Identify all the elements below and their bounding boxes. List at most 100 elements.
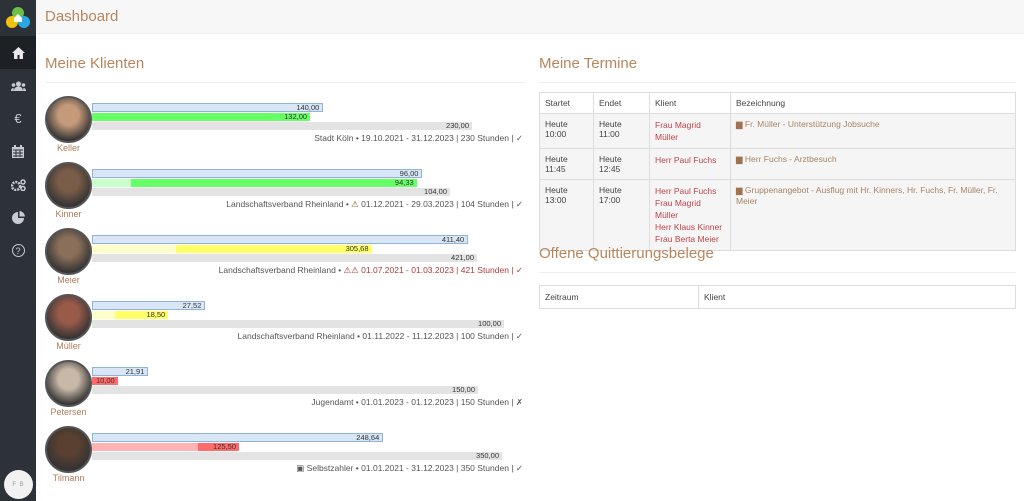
bar-total: 100,00 — [92, 320, 504, 328]
nav-reports[interactable] — [0, 201, 36, 234]
client-avatar[interactable] — [45, 294, 92, 341]
end-time: Heute 17:00 — [593, 179, 650, 251]
nav-help[interactable]: ? — [0, 234, 36, 267]
client-item[interactable]: Kinner 96,00 94,33 104,00 Landschaftsver… — [45, 162, 525, 228]
col-desc: Bezeichnung — [730, 92, 1016, 114]
client-item[interactable]: Keller 140,00 132,00 230,00 Stadt Köln •… — [45, 96, 525, 162]
bar-planned: 140,00 — [92, 103, 324, 112]
client-avatar[interactable] — [45, 426, 92, 473]
calendar-icon: ▆ — [736, 154, 745, 164]
nav-calendar[interactable] — [0, 135, 36, 168]
client-link[interactable]: Frau Berta Meier — [655, 234, 719, 244]
euro-icon: € — [14, 111, 22, 126]
bar-done: 94,33 — [92, 179, 417, 187]
bar-total: 230,00 — [92, 122, 472, 130]
divider — [539, 272, 1016, 273]
col-client: Klient — [649, 92, 731, 114]
divider — [539, 82, 1016, 83]
client-avatar[interactable] — [45, 162, 92, 209]
client-info: Jugendamt • 01.01.2023 - 01.12.2023 | 15… — [311, 397, 523, 408]
client-link[interactable]: Herr Paul Fuchs — [655, 155, 717, 165]
calendar-icon — [12, 145, 24, 158]
header: Dashboard — [36, 0, 1024, 34]
period-hours: 01.11.2022 - 11.12.2023 | 100 Stunden | … — [362, 331, 523, 341]
pie-chart-icon — [11, 211, 25, 224]
logo-icon — [6, 7, 30, 28]
client-name[interactable]: Petersen — [50, 407, 87, 417]
bar-done: 18,50 — [92, 310, 169, 319]
bar-done-label: 125,50 — [213, 442, 236, 451]
appointment-row[interactable]: Heute 10:00 Heute 11:00 Frau Magrid Müller… — [539, 113, 1016, 149]
start-time: Heute 13:00 — [539, 179, 594, 251]
period-hours: 01.07.2021 - 01.03.2023 | 421 Stunden | … — [358, 265, 523, 275]
client-info: Stadt Köln • 19.10.2021 - 31.12.2023 | 2… — [314, 133, 523, 144]
bar-total: 350,00 — [92, 452, 502, 460]
user-avatar[interactable]: F B — [4, 470, 33, 499]
klienten-heading: Meine Klienten — [45, 55, 145, 72]
client-link[interactable]: Frau Magrid Müller — [655, 198, 701, 220]
bar-done-label: 305,68 — [345, 244, 369, 253]
period-hours: 01.01.2023 - 01.12.2023 | 150 Stunden | … — [361, 397, 523, 407]
app-logo[interactable] — [0, 0, 36, 36]
bar-done-label: 94,33 — [394, 178, 414, 187]
nav-clients[interactable] — [0, 69, 36, 102]
payer: Landschaftsverband Rheinland • — [226, 199, 352, 209]
payer: Landschaftsverband Rheinland • — [237, 331, 363, 341]
bar-total: 421,00 — [92, 254, 477, 262]
page-title: Dashboard — [45, 8, 119, 25]
client-link[interactable]: Herr Paul Fuchs — [655, 186, 717, 196]
appointment-title[interactable]: Gruppenangebot - Ausflug mit Hr. Kinners… — [736, 185, 998, 206]
nav-finance[interactable]: € — [0, 102, 36, 135]
col-end: Endet — [593, 92, 650, 114]
col-zeitraum: Zeitraum — [539, 285, 699, 309]
help-icon: ? — [11, 244, 25, 257]
client-info: Landschaftsverband Rheinland • ⚠⚠ 01.07.… — [219, 265, 523, 276]
payer: Landschaftsverband Rheinland • — [218, 265, 344, 275]
start-time: Heute 10:00 — [539, 113, 594, 149]
client-name[interactable]: Tilmann — [52, 473, 85, 483]
bar-done: 305,68 — [92, 245, 372, 253]
bar-planned: 27,52 — [92, 301, 206, 310]
divider — [45, 82, 525, 83]
bar-planned: 411,40 — [92, 235, 469, 244]
client-avatar[interactable] — [45, 360, 92, 407]
period-hours: 01.01.2021 - 31.12.2023 | 350 Stunden | … — [361, 463, 523, 473]
start-time: Heute 11:45 — [539, 148, 594, 180]
client-item[interactable]: Tilmann 248,64 125,50 350,00 ▣ Selbstzah… — [45, 426, 525, 492]
appointment-row[interactable]: Heute 13:00 Heute 17:00 Herr Paul Fuchs Fra… — [539, 179, 1016, 251]
client-link[interactable]: Herr Klaus Kinner — [655, 222, 723, 232]
client-name[interactable]: Müller — [56, 341, 81, 351]
client-name[interactable]: Keller — [56, 143, 80, 153]
client-name[interactable]: Kinner — [55, 209, 82, 219]
client-item[interactable]: Meier 411,40 305,68 421,00 Landschaftsve… — [45, 228, 525, 294]
client-info: Landschaftsverband Rheinland • ⚠ 01.12.2… — [226, 199, 523, 210]
receipts-table: Zeitraum Klient — [539, 285, 1016, 309]
bar-done: 132,00 — [92, 113, 311, 121]
client-link[interactable]: Frau Magrid Müller — [655, 120, 701, 142]
bar-done-label: 18,50 — [146, 310, 166, 319]
users-icon — [10, 81, 26, 91]
bar-done-light — [92, 311, 115, 319]
payer: Jugendamt • — [311, 397, 362, 407]
period-hours: 19.10.2021 - 31.12.2023 | 230 Stunden | … — [361, 133, 523, 143]
client-item[interactable]: Petersen 21,91 10,00 150,00 Jugendamt • … — [45, 360, 525, 426]
bar-done-light — [92, 245, 176, 253]
client-item[interactable]: Müller 27,52 18,50 100,00 Landschaftsver… — [45, 294, 525, 360]
appointments-table: Startet Endet Klient Bezeichnung Heute 1… — [539, 92, 1016, 251]
nav-settings[interactable] — [0, 168, 36, 201]
bar-planned: 21,91 — [92, 367, 149, 376]
appointment-title[interactable]: Fr. Müller - Unterstützung Jobsuche — [744, 119, 880, 129]
bar-done-light — [92, 179, 131, 187]
client-avatar[interactable] — [45, 96, 92, 143]
col-klient: Klient — [698, 285, 1016, 309]
calendar-icon: ▆ — [736, 185, 745, 195]
appointment-row[interactable]: Heute 11:45 Heute 12:45 Herr Paul Fuchs ▆ H… — [539, 148, 1016, 180]
client-avatar[interactable] — [45, 228, 92, 275]
client-info: ▣ Selbstzahler • 01.01.2021 - 31.12.2023… — [296, 463, 523, 474]
end-time: Heute 11:00 — [593, 113, 650, 149]
appointment-title[interactable]: Herr Fuchs - Arztbesuch — [744, 154, 837, 164]
client-name[interactable]: Meier — [57, 275, 80, 285]
gears-icon — [10, 178, 26, 191]
bar-done: 125,50 — [92, 443, 239, 451]
nav-home[interactable] — [0, 36, 36, 69]
